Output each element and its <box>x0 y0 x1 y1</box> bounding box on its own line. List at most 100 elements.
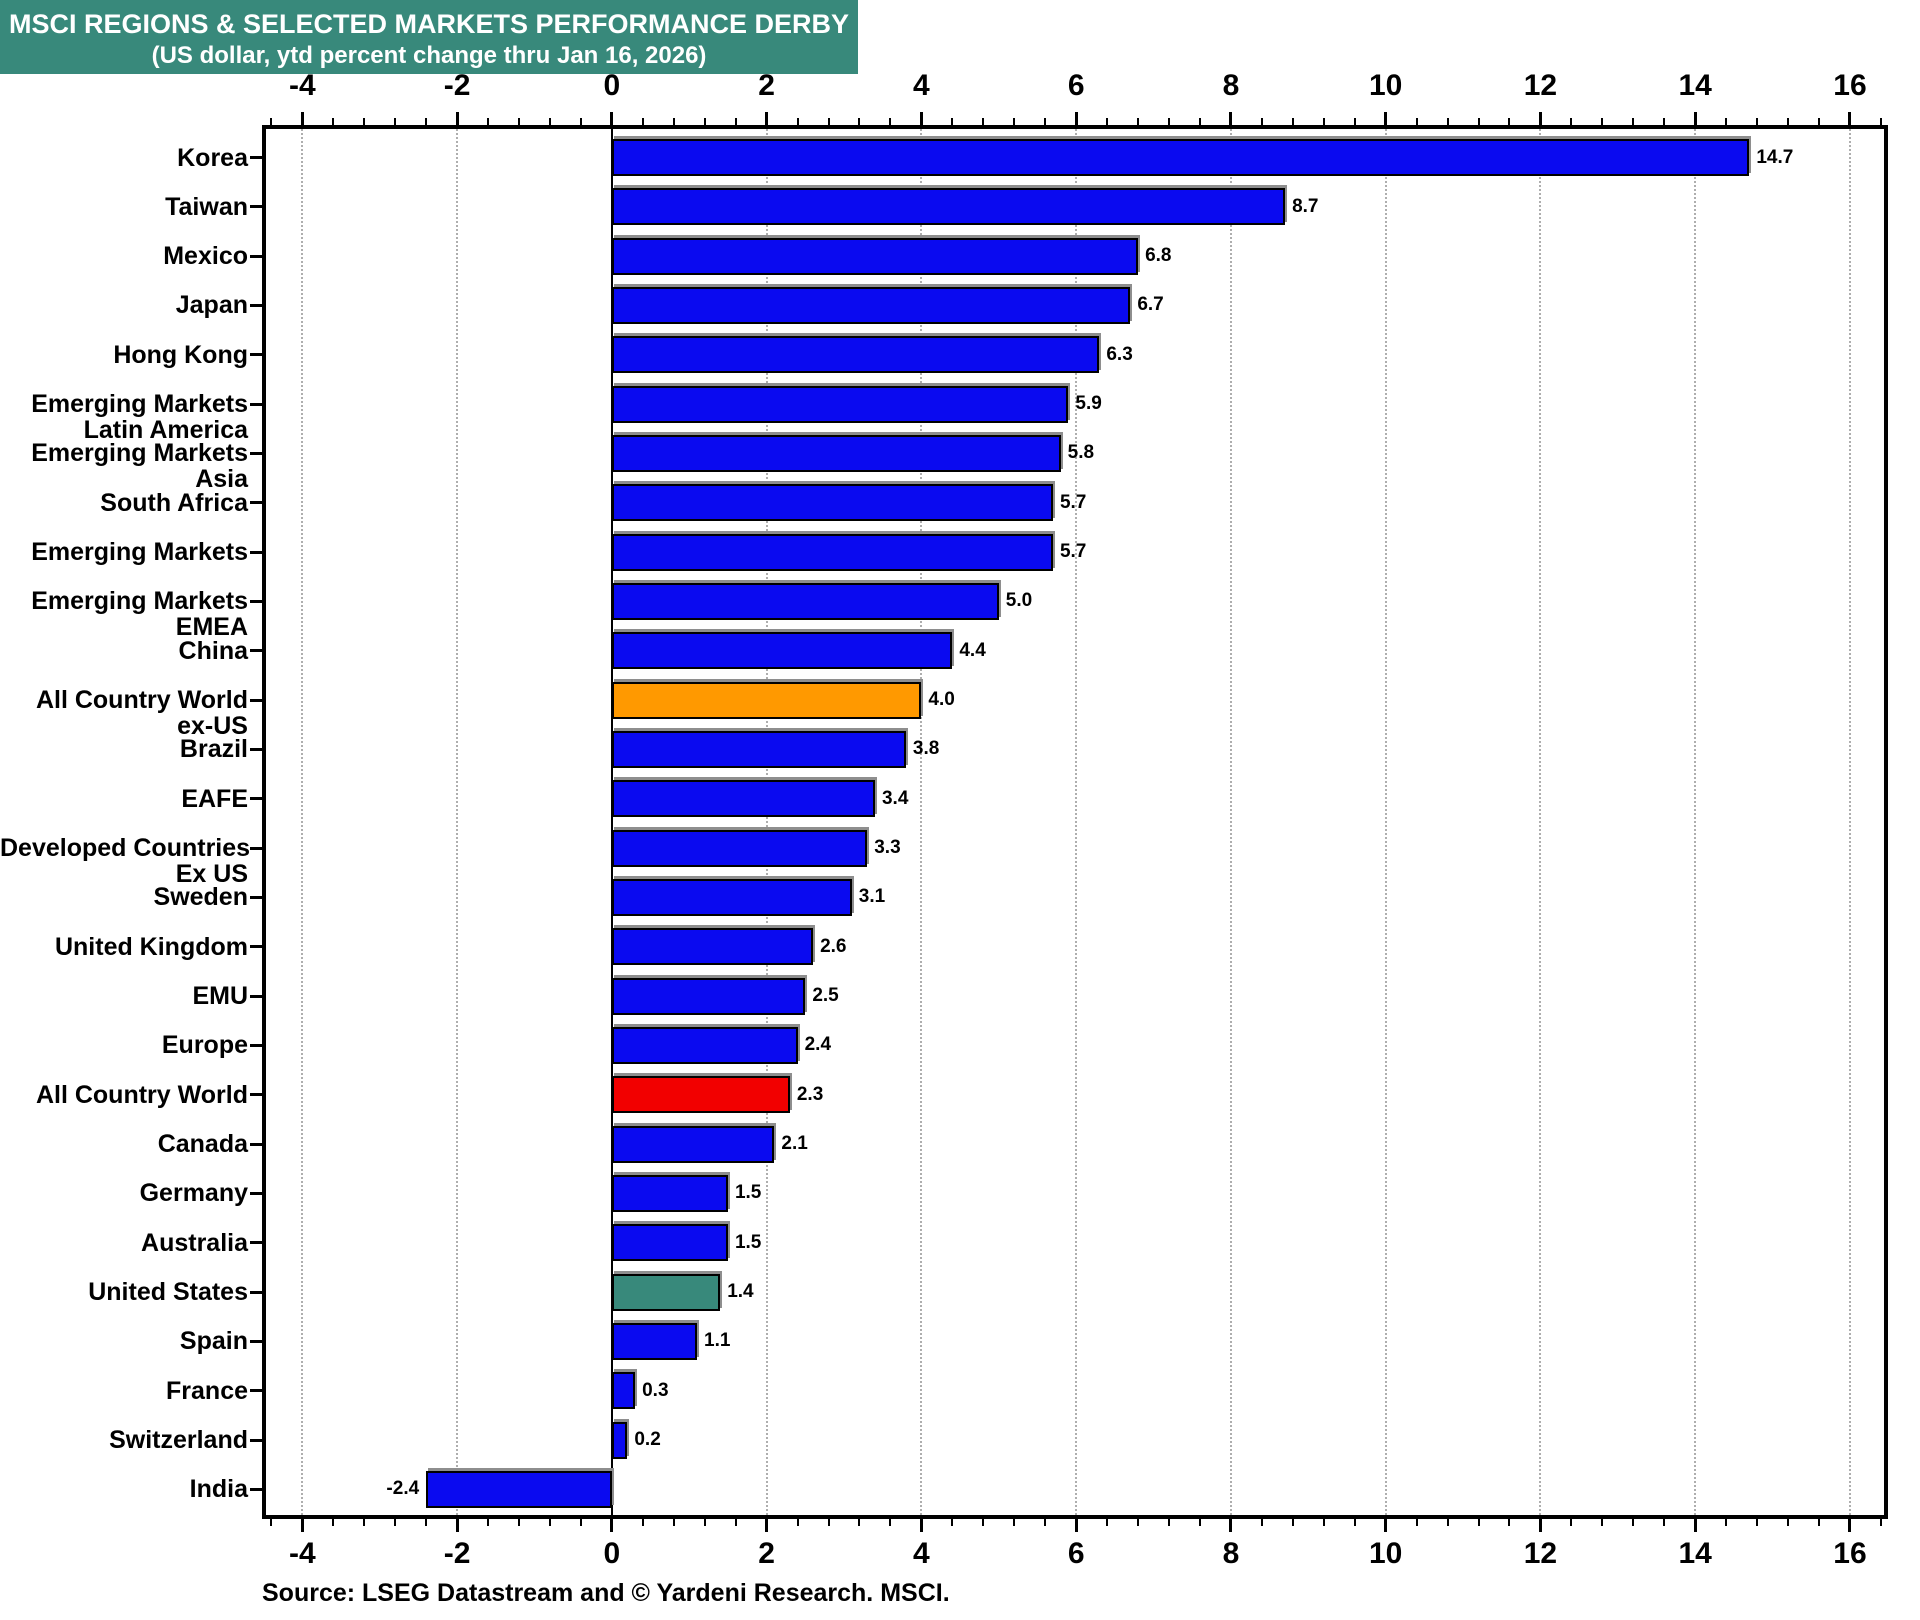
x-tick-minor <box>1787 118 1790 125</box>
bar-emerging-markets-latin-america <box>611 385 1069 423</box>
x-tick-major <box>1229 1519 1233 1532</box>
bar-value-label: 3.1 <box>858 886 886 908</box>
category-label: Taiwan <box>165 192 248 221</box>
x-tick-minor <box>1013 118 1016 125</box>
row-tick <box>250 1290 262 1294</box>
x-tick-minor <box>1663 1519 1666 1526</box>
x-tick-minor <box>487 118 490 125</box>
bar-value-label: 2.1 <box>781 1133 808 1155</box>
category-label: Developed Countries Ex US <box>0 834 251 889</box>
bar-value-label: 0.3 <box>642 1379 669 1401</box>
bar-value-label: 6.3 <box>1106 343 1133 365</box>
x-axis-label: 16 <box>1833 69 1867 102</box>
x-tick-minor <box>1446 118 1449 125</box>
x-axis-label: 10 <box>1368 69 1403 102</box>
x-tick-minor <box>1137 118 1140 125</box>
row-tick <box>250 1142 262 1146</box>
x-tick-minor <box>1725 118 1728 125</box>
chart-title: MSCI REGIONS & SELECTED MARKETS PERFORMA… <box>8 9 850 39</box>
x-axis-label: 2 <box>758 1537 775 1570</box>
x-axis-label: -2 <box>443 1537 471 1570</box>
bar-emerging-markets-emea <box>611 582 999 620</box>
x-tick-minor <box>734 118 737 125</box>
x-tick-minor <box>1632 118 1635 125</box>
category-label: Germany <box>139 1179 248 1208</box>
x-tick-minor <box>858 1519 861 1526</box>
category-label: EMU <box>192 982 248 1011</box>
bar-value-label: 1.4 <box>727 1281 754 1303</box>
x-tick-minor <box>518 1519 521 1526</box>
bar-mexico <box>611 237 1139 275</box>
category-label: EAFE <box>181 784 248 813</box>
bar-value-label: 1.1 <box>704 1330 731 1352</box>
bar-united-states <box>611 1273 721 1311</box>
x-axis-label: 6 <box>1067 69 1085 102</box>
category-label: Emerging Markets EMEA <box>31 587 248 642</box>
row-tick <box>250 156 262 159</box>
x-tick-major <box>455 1519 459 1532</box>
x-tick-minor <box>951 1519 954 1526</box>
x-tick-minor <box>1601 118 1604 125</box>
x-tick-minor <box>1756 118 1759 125</box>
x-gridline <box>1539 129 1542 1515</box>
x-tick-minor <box>518 118 521 125</box>
bar-spain <box>611 1322 697 1360</box>
x-tick-minor <box>858 118 861 125</box>
category-label: Switzerland <box>109 1426 248 1455</box>
bar-value-label: 2.4 <box>804 1034 832 1056</box>
x-tick-minor <box>1168 118 1171 125</box>
x-axis-label: 4 <box>913 1537 930 1570</box>
category-label: Emerging Markets Latin America <box>31 390 248 445</box>
x-axis-label: 8 <box>1222 1537 1240 1570</box>
x-gridline <box>1229 129 1232 1515</box>
bar-value-label: -2.4 <box>386 1478 420 1500</box>
bar-hong-kong <box>611 336 1100 374</box>
row-tick <box>250 254 262 258</box>
row-tick <box>250 451 262 455</box>
x-tick-major <box>1074 112 1078 125</box>
bar-emu <box>611 977 806 1015</box>
chart-subtitle: (US dollar, ytd percent change thru Jan … <box>151 42 707 69</box>
row-tick <box>250 649 262 653</box>
bar-france <box>611 1372 636 1410</box>
x-gridline <box>765 129 768 1515</box>
x-tick-minor <box>579 1519 582 1526</box>
x-tick-minor <box>1322 1519 1325 1526</box>
x-tick-minor <box>1818 118 1820 125</box>
x-tick-minor <box>703 118 706 125</box>
bar-all-country-world <box>611 1076 790 1114</box>
row-tick <box>250 353 262 357</box>
bar-eafe <box>611 780 875 818</box>
row-tick <box>250 698 262 702</box>
bar-value-label: 14.7 <box>1756 146 1794 168</box>
zero-line <box>610 129 613 1515</box>
x-tick-minor <box>641 1519 644 1526</box>
x-tick-minor <box>1168 1519 1171 1526</box>
row-tick <box>250 501 262 505</box>
x-tick-minor <box>889 1519 892 1526</box>
x-tick-major <box>300 112 304 125</box>
x-axis-label: 4 <box>913 69 930 102</box>
bar-value-label: 2.6 <box>820 935 847 957</box>
x-tick-minor <box>363 1519 366 1526</box>
x-tick-major <box>1229 112 1233 125</box>
bar-value-label: 2.3 <box>796 1083 824 1105</box>
row-tick <box>250 550 262 554</box>
x-tick-minor <box>1260 118 1263 125</box>
x-tick-minor <box>982 118 985 125</box>
x-tick-minor <box>734 1519 737 1526</box>
bar-emerging-markets <box>611 533 1053 571</box>
x-tick-minor <box>672 1519 675 1526</box>
x-tick-minor <box>951 118 954 125</box>
category-label: Sweden <box>153 883 248 912</box>
x-tick-minor <box>1725 1519 1728 1526</box>
bar-value-label: 3.3 <box>874 837 901 859</box>
bar-value-label: 1.5 <box>734 1231 762 1253</box>
bar-all-country-world-ex-us <box>611 681 922 719</box>
row-tick <box>250 1487 262 1491</box>
x-tick-minor <box>672 118 675 125</box>
x-tick-major <box>765 112 769 125</box>
row-tick <box>250 1191 262 1195</box>
x-axis-label: 6 <box>1067 1537 1085 1570</box>
